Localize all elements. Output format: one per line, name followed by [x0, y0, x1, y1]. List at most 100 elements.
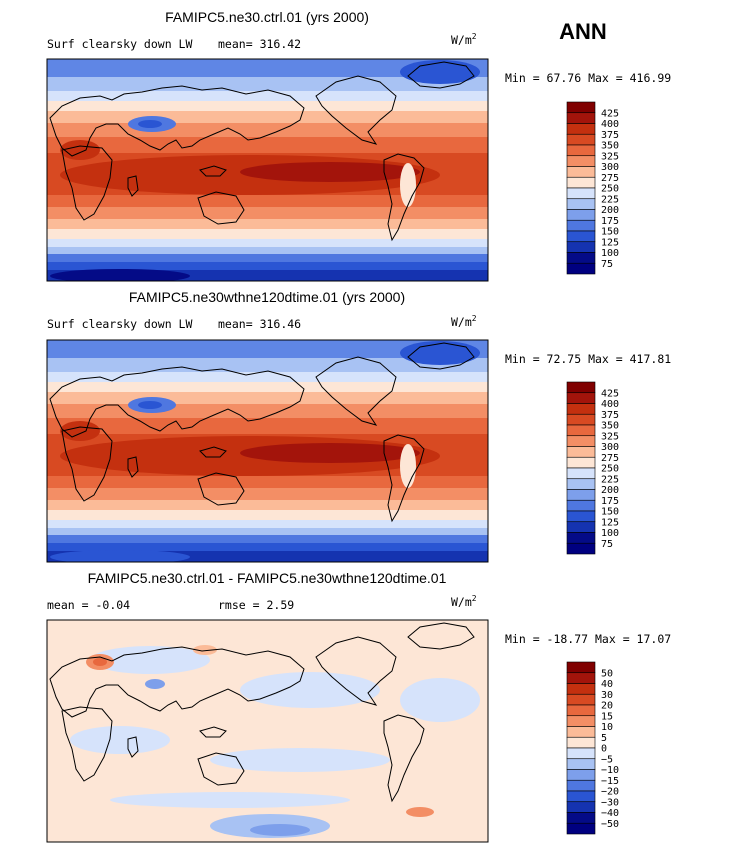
colorbar-tick-label: 250 — [601, 464, 619, 475]
colorbar-swatch — [566, 403, 596, 415]
panel-title: FAMIPC5.ne30.ctrl.01 - FAMIPC5.ne30wthne… — [88, 570, 447, 586]
colorbar-swatch — [566, 542, 596, 555]
colorbar-tick-label: 50 — [601, 668, 613, 679]
colorbar-tick-label: 250 — [601, 184, 619, 195]
colorbar-swatch — [566, 532, 596, 544]
colorbar-swatch — [566, 424, 596, 437]
colorbar-tick-label: 150 — [601, 227, 619, 238]
colorbar-swatch — [566, 176, 596, 189]
colorbar-tick-label: −30 — [601, 797, 619, 808]
map-field — [47, 620, 488, 842]
colorbar-tick-label: 375 — [601, 130, 619, 141]
colorbar-tick-label: −5 — [601, 754, 613, 765]
colorbar-swatch — [566, 726, 596, 738]
panel-3: FAMIPC5.ne30.ctrl.01 - FAMIPC5.ne30wthne… — [46, 570, 671, 843]
colorbar-tick-label: 350 — [601, 421, 619, 432]
colorbar-swatch — [566, 144, 596, 157]
colorbar-swatch — [566, 446, 596, 458]
units-label: W/m2 — [451, 32, 477, 47]
colorbar-swatch — [566, 661, 596, 674]
colorbar-swatch — [566, 413, 596, 426]
minmax-label: Min = -18.77 Max = 17.07 — [505, 632, 671, 646]
colorbar-tick-label: 350 — [601, 141, 619, 152]
colorbar-tick-label: −10 — [601, 765, 619, 776]
panel-title: FAMIPC5.ne30wthne120dtime.01 (yrs 2000) — [129, 289, 405, 305]
colorbar-swatch — [566, 381, 596, 394]
colorbar-swatch — [566, 230, 596, 243]
colorbar-tick-label: 400 — [601, 399, 619, 410]
colorbar-tick-label: 20 — [601, 701, 613, 712]
colorbar-tick-label: 75 — [601, 539, 613, 550]
colorbar: 4254003753503253002752502252001751501251… — [566, 381, 619, 555]
colorbar-swatch — [566, 241, 596, 253]
units-label: W/m2 — [451, 314, 477, 329]
colorbar-tick-label: −15 — [601, 776, 619, 787]
colorbar-tick-label: 325 — [601, 151, 619, 162]
rmse-label: rmse = 2.59 — [218, 598, 294, 612]
colorbar-swatch — [566, 769, 596, 781]
colorbar-swatch — [566, 112, 596, 124]
colorbar-swatch — [566, 779, 596, 792]
colorbar-swatch — [566, 209, 596, 221]
colorbar-swatch — [566, 758, 596, 770]
colorbar-tick-label: 300 — [601, 442, 619, 453]
map-field — [47, 340, 488, 562]
colorbar-swatch — [566, 392, 596, 404]
colorbar-swatch — [566, 510, 596, 523]
colorbar-swatch — [566, 693, 596, 706]
colorbar-tick-label: 275 — [601, 453, 619, 464]
colorbar-swatch — [566, 478, 596, 490]
colorbar-tick-label: 75 — [601, 259, 613, 270]
colorbar-swatch — [566, 219, 596, 232]
variable-label: Surf clearsky down LW — [47, 317, 192, 331]
panel-title: FAMIPC5.ne30.ctrl.01 (yrs 2000) — [165, 9, 369, 25]
colorbar-swatch — [566, 801, 596, 813]
colorbar-swatch — [566, 499, 596, 512]
colorbar-swatch — [566, 155, 596, 167]
colorbar-tick-label: 30 — [601, 690, 613, 701]
colorbar-swatch — [566, 715, 596, 727]
colorbar-swatch — [566, 262, 596, 275]
mean-label: mean= 316.42 — [218, 37, 301, 51]
colorbar-tick-label: 125 — [601, 237, 619, 248]
colorbar-swatch — [566, 683, 596, 695]
colorbar-tick-label: 125 — [601, 517, 619, 528]
colorbar-swatch — [566, 198, 596, 210]
minmax-label: Min = 72.75 Max = 417.81 — [505, 352, 671, 366]
colorbar-tick-label: 40 — [601, 679, 613, 690]
colorbar-tick-label: 175 — [601, 216, 619, 227]
colorbar-tick-label: 175 — [601, 496, 619, 507]
colorbar-swatch — [566, 187, 596, 200]
season-label: ANN — [559, 19, 607, 44]
colorbar-swatch — [566, 822, 596, 835]
colorbar-swatch — [566, 521, 596, 533]
colorbar-tick-label: 225 — [601, 194, 619, 205]
colorbar-swatch — [566, 252, 596, 264]
map-field — [47, 59, 488, 281]
colorbar-swatch — [566, 704, 596, 717]
colorbar-swatch — [566, 489, 596, 501]
colorbar-tick-label: 150 — [601, 507, 619, 518]
mean-label: mean = -0.04 — [47, 598, 130, 612]
colorbar-tick-label: 100 — [601, 248, 619, 259]
colorbar-swatch — [566, 747, 596, 760]
colorbar-tick-label: 200 — [601, 205, 619, 216]
colorbar-tick-label: 300 — [601, 162, 619, 173]
colorbar-swatch — [566, 790, 596, 803]
colorbar-tick-label: 225 — [601, 474, 619, 485]
colorbar-swatch — [566, 133, 596, 146]
colorbar-swatch — [566, 467, 596, 480]
colorbar-tick-label: 425 — [601, 108, 619, 119]
mean-label: mean= 316.46 — [218, 317, 301, 331]
colorbar-swatch — [566, 672, 596, 684]
panel-2: FAMIPC5.ne30wthne120dtime.01 (yrs 2000) … — [46, 289, 671, 563]
colorbar-tick-label: 325 — [601, 431, 619, 442]
colorbar-tick-label: 200 — [601, 485, 619, 496]
colorbar-tick-label: 100 — [601, 528, 619, 539]
panel-1: FAMIPC5.ne30.ctrl.01 (yrs 2000) Surf cle… — [46, 9, 671, 282]
colorbar-swatch — [566, 123, 596, 135]
colorbar-tick-label: 15 — [601, 711, 613, 722]
colorbar-tick-label: 400 — [601, 119, 619, 130]
